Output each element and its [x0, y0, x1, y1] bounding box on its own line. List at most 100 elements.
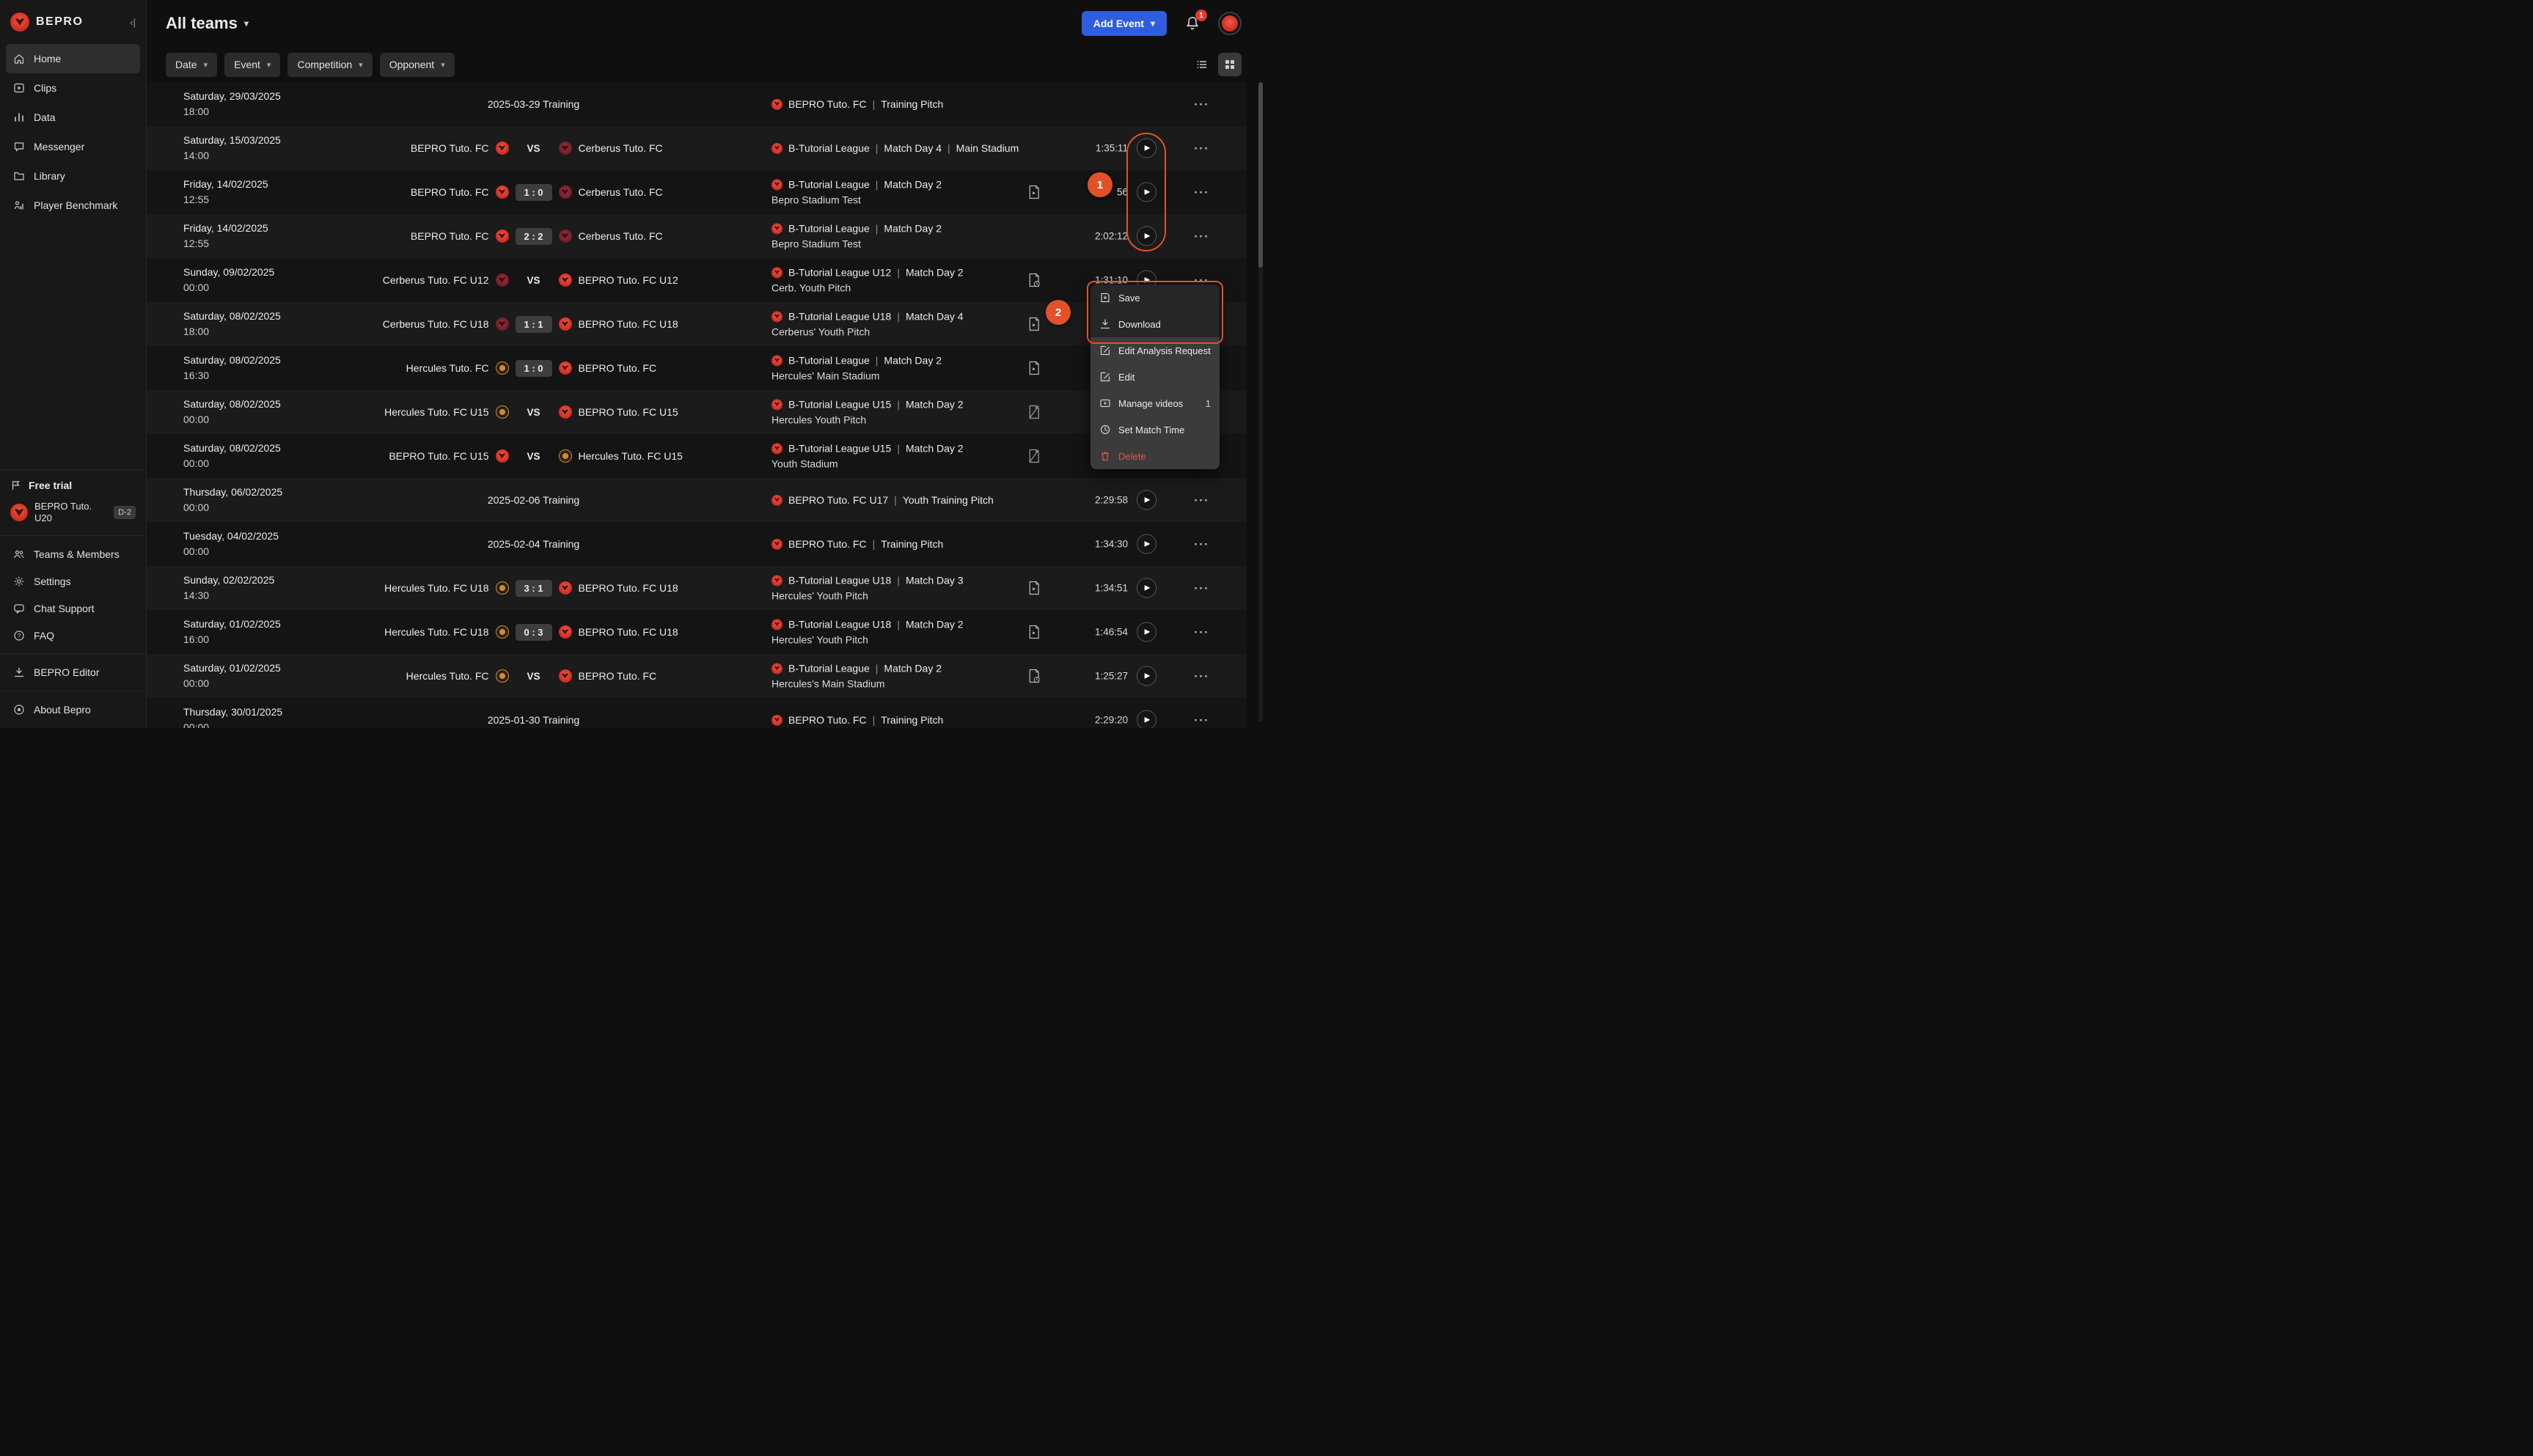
event-info-part: Training Pitch: [881, 538, 944, 550]
row-more-button[interactable]: ⋯: [1193, 579, 1209, 597]
play-button[interactable]: ▶: [1137, 710, 1156, 728]
play-button[interactable]: ▶: [1137, 578, 1156, 598]
sidebar-collapse-button[interactable]: ‹|: [130, 16, 136, 28]
app-window: BEPRO ‹| Home Clips Data Messenger Library Pl…: [0, 0, 1266, 728]
sidebar-item-label: Teams & Members: [34, 548, 120, 560]
filter-opponent[interactable]: Opponent ▾: [379, 52, 455, 77]
event-row[interactable]: Thursday, 06/02/2025 00:00 2025-02-06 Tra…: [147, 478, 1247, 522]
file-icon: [1028, 581, 1041, 595]
score-badge: 1 : 1: [515, 315, 552, 333]
event-venue: Cerb. Youth Pitch: [771, 282, 851, 294]
event-row[interactable]: Sunday, 02/02/2025 14:30 Hercules Tuto. F…: [147, 566, 1247, 610]
filter-event[interactable]: Event ▾: [224, 52, 281, 77]
event-row[interactable]: Saturday, 15/03/2025 14:00 BEPRO Tuto. FC…: [147, 126, 1247, 170]
sidebar-item-bepro-editor[interactable]: BEPRO Editor: [6, 658, 140, 687]
sidebar-item-clips[interactable]: Clips: [6, 73, 140, 103]
event-row[interactable]: Saturday, 01/02/2025 00:00 Hercules Tuto.…: [147, 654, 1247, 698]
sidebar-item-about-bepro[interactable]: About Bepro: [6, 695, 140, 724]
sidebar-item-teams-members[interactable]: Teams & Members: [6, 540, 140, 567]
hercules-logo-icon: [495, 669, 509, 683]
sidebar-item-faq[interactable]: ? FAQ: [6, 622, 140, 649]
chat-icon: [13, 603, 25, 614]
score-badge: 1 : 0: [515, 183, 552, 201]
event-row[interactable]: Saturday, 08/02/2025 16:30 Hercules Tuto.…: [147, 346, 1247, 390]
play-button[interactable]: ▶: [1137, 534, 1156, 554]
event-row[interactable]: Saturday, 08/02/2025 00:00 Hercules Tuto.…: [147, 390, 1247, 434]
list-view-button[interactable]: [1190, 53, 1214, 76]
menu-item-label: Set Match Time: [1118, 424, 1185, 435]
play-button[interactable]: ▶: [1137, 666, 1156, 686]
play-icon: ▶: [1144, 188, 1151, 196]
filter-date[interactable]: Date ▾: [166, 52, 218, 77]
team-selector[interactable]: All teams ▾: [166, 14, 249, 33]
video-icon: [1099, 397, 1111, 409]
event-row[interactable]: Saturday, 01/02/2025 16:00 Hercules Tuto.…: [147, 610, 1247, 654]
vs-label: VS: [527, 274, 540, 286]
event-row[interactable]: Saturday, 08/02/2025 00:00 BEPRO Tuto. FC…: [147, 434, 1247, 478]
add-event-button[interactable]: Add Event ▾: [1081, 11, 1167, 36]
event-row[interactable]: Tuesday, 04/02/2025 00:00 2025-02-04 Trai…: [147, 522, 1247, 566]
row-more-button[interactable]: ⋯: [1193, 491, 1209, 509]
sidebar-item-messenger[interactable]: Messenger: [6, 132, 140, 161]
event-info-part: BEPRO Tuto. FC U17: [788, 494, 889, 506]
menu-item-download[interactable]: Download: [1090, 311, 1220, 337]
home-team-name: Cerberus Tuto. FC U12: [382, 274, 489, 286]
sidebar-item-label: Messenger: [34, 141, 85, 152]
separator: |: [872, 98, 876, 110]
event-row[interactable]: Sunday, 09/02/2025 00:00 Cerberus Tuto. F…: [147, 258, 1247, 302]
user-avatar[interactable]: [1218, 12, 1242, 35]
filter-competition[interactable]: Competition ▾: [287, 52, 373, 77]
row-more-button[interactable]: ⋯: [1193, 139, 1209, 157]
sidebar-item-settings[interactable]: Settings: [6, 567, 140, 595]
edit-icon: [1099, 371, 1111, 383]
sidebar-item-label: Library: [34, 170, 65, 182]
sidebar-item-library[interactable]: Library: [6, 161, 140, 191]
play-button[interactable]: ▶: [1137, 490, 1156, 510]
play-button[interactable]: ▶: [1137, 182, 1156, 202]
row-more-button[interactable]: ⋯: [1193, 667, 1209, 685]
menu-item-set-match-time[interactable]: Set Match Time: [1090, 416, 1220, 443]
library-icon: [13, 170, 25, 182]
event-match: Hercules Tuto. FC U18 3 : 1 BEPRO Tuto. …: [334, 566, 733, 610]
competition-logo-icon: [771, 714, 782, 726]
notifications-button[interactable]: 1: [1184, 10, 1207, 32]
menu-item-delete[interactable]: Delete: [1090, 443, 1220, 469]
home-team-name: Hercules Tuto. FC: [406, 670, 489, 682]
menu-item-edit[interactable]: Edit: [1090, 364, 1220, 390]
event-row[interactable]: Thursday, 30/01/2025 00:00 2025-01-30 Tra…: [147, 698, 1247, 728]
event-info-part: Training Pitch: [881, 98, 944, 110]
scrollbar-thumb[interactable]: [1258, 82, 1263, 268]
event-info-part: B-Tutorial League: [788, 662, 870, 674]
menu-item-save[interactable]: Save: [1090, 284, 1220, 311]
event-row[interactable]: Saturday, 29/03/2025 18:00 2025-03-29 Tra…: [147, 82, 1247, 126]
score-badge: 1 : 0: [515, 359, 552, 377]
event-row[interactable]: Friday, 14/02/2025 12:55 BEPRO Tuto. FC 2…: [147, 214, 1247, 258]
event-row[interactable]: Friday, 14/02/2025 12:55 BEPRO Tuto. FC 1…: [147, 170, 1247, 214]
row-more-button[interactable]: ⋯: [1193, 623, 1209, 641]
play-button[interactable]: ▶: [1137, 622, 1156, 642]
sidebar-item-data[interactable]: Data: [6, 103, 140, 132]
row-more-button[interactable]: ⋯: [1193, 227, 1209, 245]
row-more-button[interactable]: ⋯: [1193, 183, 1209, 201]
trial-team[interactable]: BEPRO Tuto. U20 D-2: [10, 501, 136, 524]
menu-item-edit-analysis-request[interactable]: Edit Analysis Request: [1090, 337, 1220, 364]
menu-item-manage-videos[interactable]: Manage videos 1: [1090, 390, 1220, 416]
row-more-button[interactable]: ⋯: [1193, 271, 1209, 289]
training-title: 2025-02-06 Training: [487, 494, 580, 506]
event-venue: Hercules' Main Stadium: [771, 369, 880, 382]
play-button[interactable]: ▶: [1137, 138, 1156, 158]
row-more-button[interactable]: ⋯: [1193, 535, 1209, 553]
row-more-button[interactable]: ⋯: [1193, 95, 1209, 113]
play-button[interactable]: ▶: [1137, 226, 1156, 246]
edit-icon: [1099, 345, 1111, 356]
file-slash-icon: [1028, 449, 1041, 463]
sidebar-item-player-benchmark[interactable]: Player Benchmark: [6, 191, 140, 220]
menu-item-label: Manage videos: [1118, 397, 1184, 409]
people-icon: [13, 548, 25, 560]
grid-view-button[interactable]: [1218, 53, 1242, 76]
sidebar-item-chat-support[interactable]: Chat Support: [6, 595, 140, 622]
row-more-button[interactable]: ⋯: [1193, 711, 1209, 729]
sidebar-item-home[interactable]: Home: [6, 44, 140, 73]
event-row[interactable]: Saturday, 08/02/2025 18:00 Cerberus Tuto.…: [147, 302, 1247, 346]
play-icon: ▶: [1144, 628, 1151, 636]
